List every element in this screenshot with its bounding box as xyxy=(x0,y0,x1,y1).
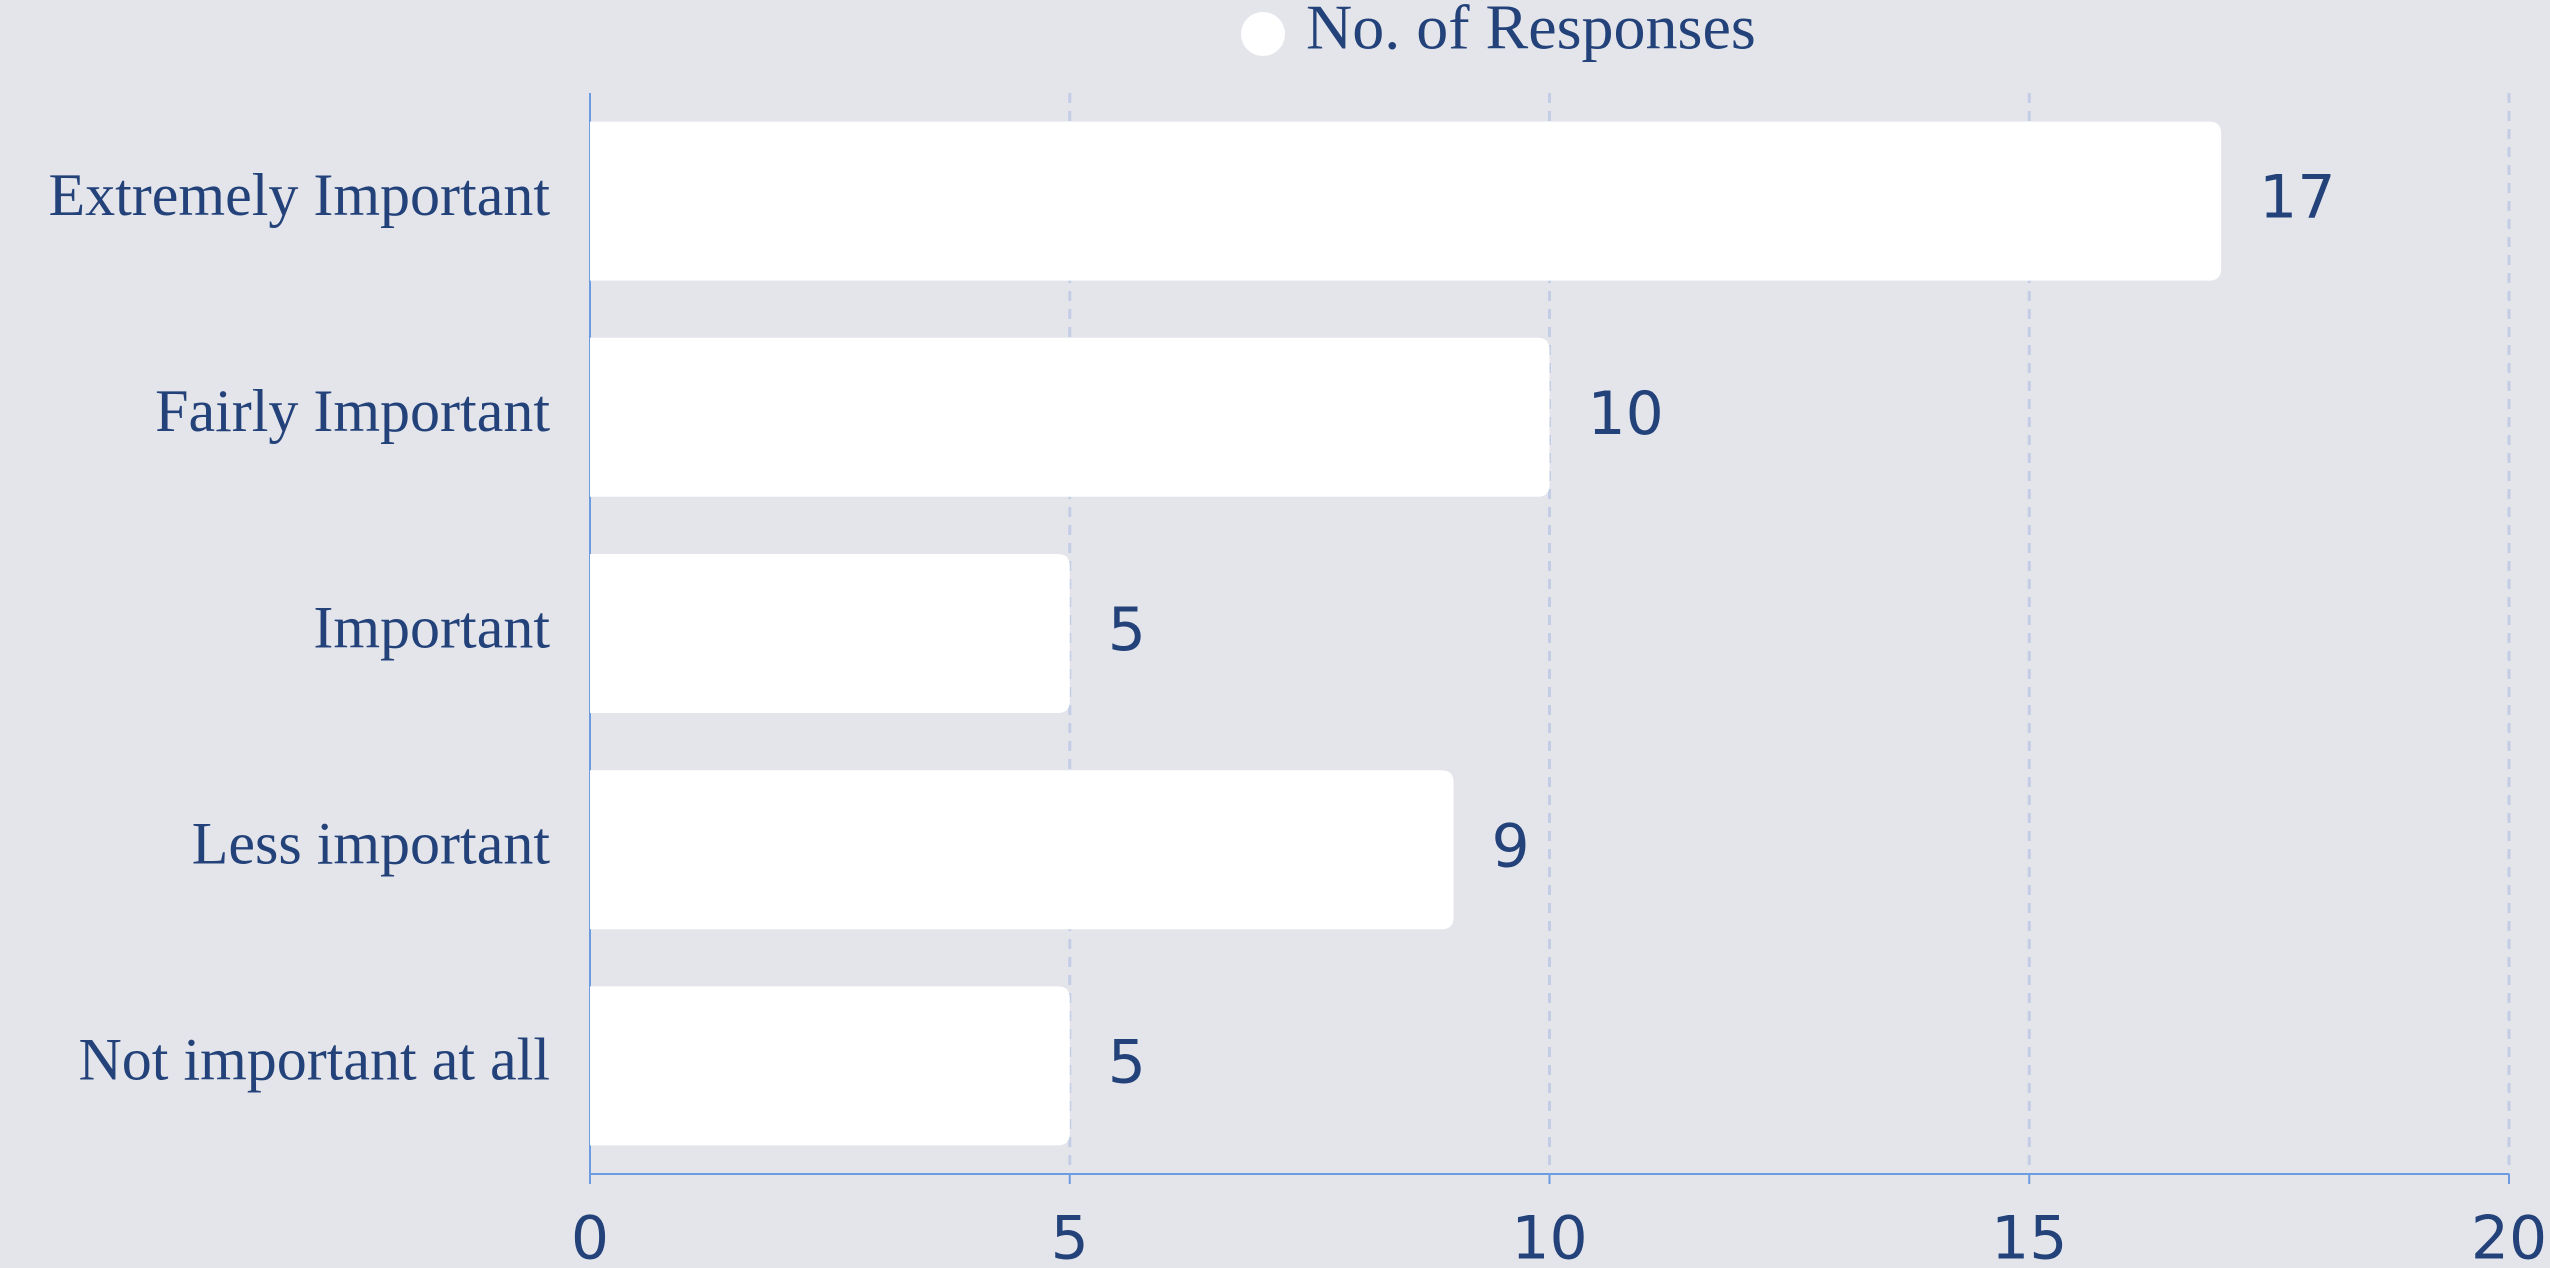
bar xyxy=(590,770,1454,930)
x-tick-label: 20 xyxy=(2471,1204,2547,1268)
legend-label: No. of Responses xyxy=(1306,0,1756,63)
value-label: 17 xyxy=(2259,163,2335,233)
y-tick-label: Not important at all xyxy=(78,1027,550,1093)
value-label: 10 xyxy=(1588,379,1664,449)
x-tick-label: 0 xyxy=(571,1204,609,1268)
x-tick-label: 5 xyxy=(1051,1204,1089,1268)
value-label: 5 xyxy=(1108,595,1146,665)
bar xyxy=(590,986,1070,1146)
bar xyxy=(590,337,1550,497)
value-label: 9 xyxy=(1492,811,1530,881)
y-tick-label: Extremely Important xyxy=(48,162,550,228)
y-tick-label: Important xyxy=(313,594,550,660)
x-tick-label: 15 xyxy=(1991,1204,2067,1268)
y-tick-label: Less important xyxy=(192,810,551,876)
y-tick-label: Fairly Important xyxy=(155,378,550,444)
bar xyxy=(590,554,1070,713)
x-tick-label: 10 xyxy=(1511,1204,1587,1268)
bar xyxy=(590,121,2222,281)
value-label: 5 xyxy=(1108,1027,1146,1097)
legend-marker xyxy=(1241,12,1285,56)
